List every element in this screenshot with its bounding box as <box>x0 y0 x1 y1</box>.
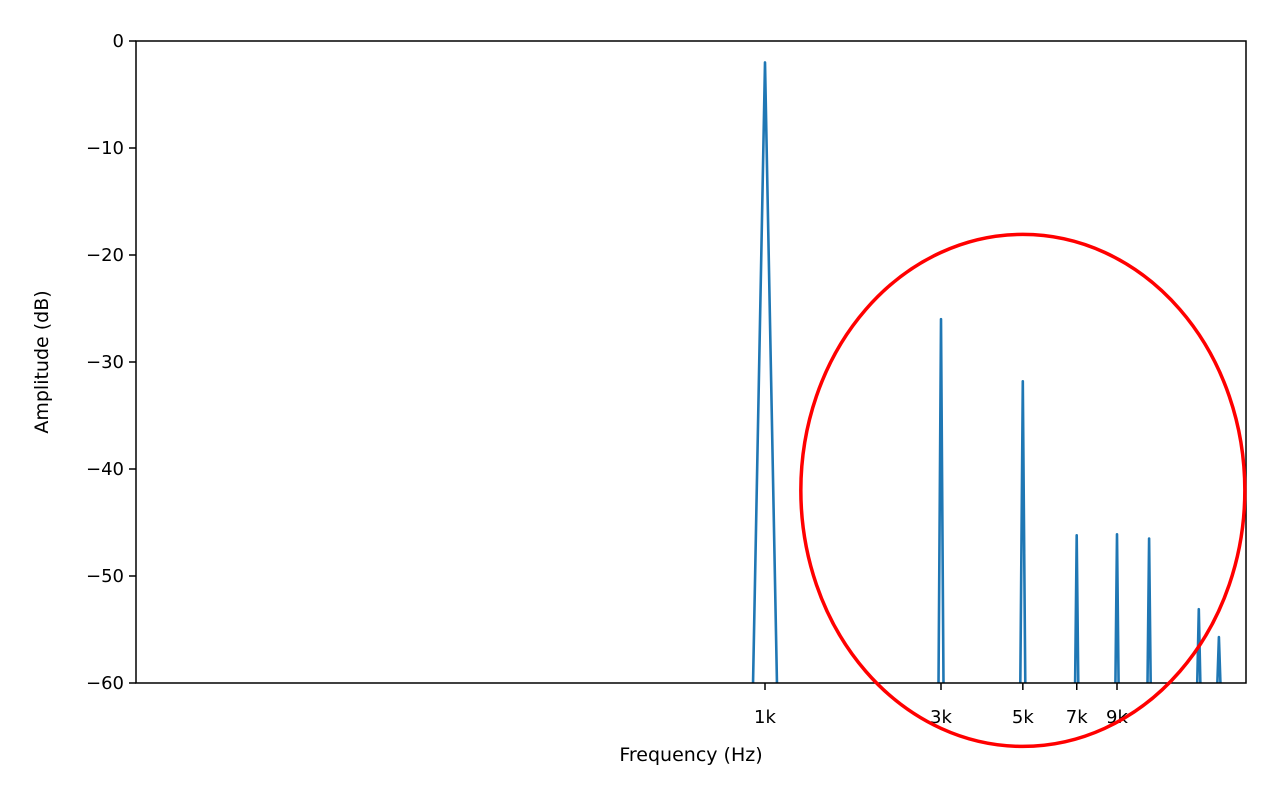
series-0 <box>751 61 1222 683</box>
series-peak <box>1019 379 1027 683</box>
series-peak <box>937 317 945 683</box>
x-tick-label: 9k <box>1106 707 1128 728</box>
x-tick-label: 7k <box>1066 707 1088 728</box>
y-tick-label: −50 <box>86 566 124 587</box>
y-tick-label: −40 <box>86 459 124 480</box>
series-peak <box>751 61 779 683</box>
annotation-ellipse <box>799 232 1247 749</box>
y-tick-label: −20 <box>86 245 124 266</box>
plot-frame <box>135 40 1247 684</box>
y-axis-title: Amplitude (dB) <box>31 290 53 433</box>
series-peak <box>1114 532 1120 683</box>
y-tick-label: −10 <box>86 138 124 159</box>
axes: 1k 3k 5k 7k 9k 0 −10 −20 −30 −40 −50 −60 <box>86 31 1129 728</box>
series-peak <box>1195 607 1202 683</box>
plot-area <box>751 61 1222 683</box>
y-tick-label: 0 <box>113 31 124 52</box>
x-tick-label: 1k <box>754 707 776 728</box>
series-peak <box>1073 533 1080 683</box>
series-peak <box>1146 537 1152 683</box>
series-peak <box>1216 635 1222 683</box>
x-axis-title: Frequency (Hz) <box>619 744 762 766</box>
x-tick-label: 5k <box>1012 707 1034 728</box>
x-tick-label: 3k <box>930 707 952 728</box>
y-tick-label: −30 <box>86 352 124 373</box>
y-tick-label: −60 <box>86 673 124 694</box>
